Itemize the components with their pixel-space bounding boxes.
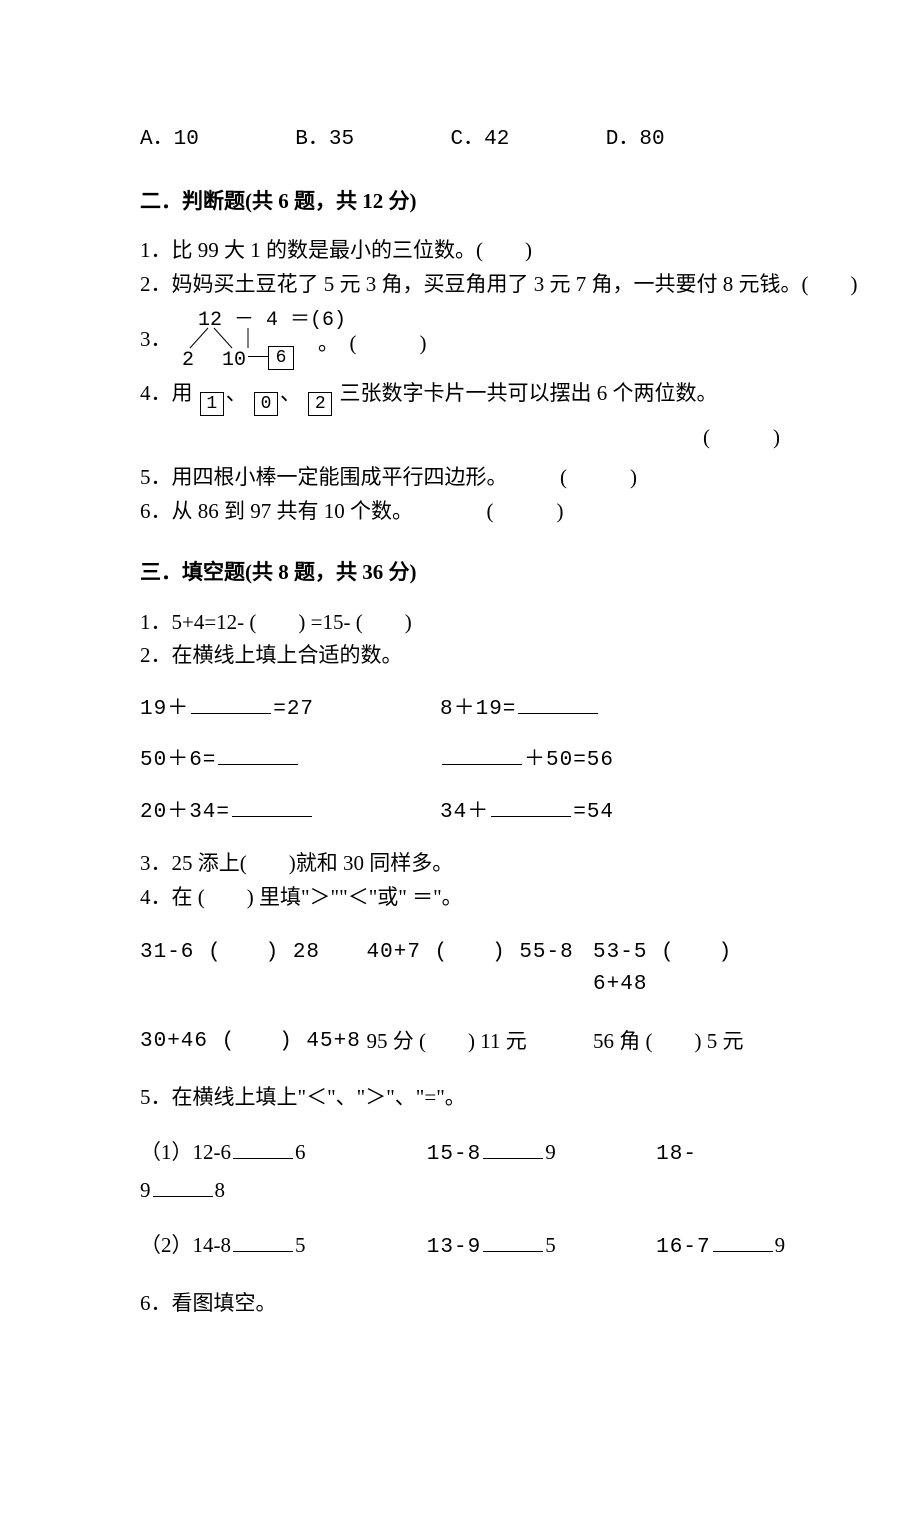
s3-q5-row1-wrap: 98: [140, 1175, 790, 1207]
q3-branch-10: 10: [222, 346, 246, 376]
option-c: C．42: [451, 124, 601, 156]
q2-r3b-pre: 34＋: [440, 801, 489, 824]
s3-q2-row3: 20＋34= 34＋ =54: [140, 795, 790, 829]
q2-r1b-pre: 8＋19=: [440, 698, 516, 721]
s2-q4-prefix: 4．用: [140, 381, 193, 405]
s3-q3: 3．25 添上( )就和 30 同样多。: [140, 848, 790, 880]
section-3-title: 三．填空题(共 8 题，共 36 分): [140, 557, 790, 589]
digit-card-0: 0: [254, 392, 278, 416]
q3-branch-2: 2: [182, 346, 194, 376]
q2-r3b-tail: =54: [573, 801, 614, 824]
q2-r1a-tail: =27: [273, 698, 314, 721]
q4-r2c1: 30+46 ( ) 45+8: [140, 1026, 367, 1058]
q5-r2c3-post: 9: [775, 1233, 786, 1257]
q2-r1a-pre: 19＋: [140, 698, 189, 721]
s2-q4: 4．用 1、 0、 2 三张数字卡片一共可以摆出 6 个两位数。 ( ): [140, 372, 790, 458]
digit-card-2: 2: [308, 392, 332, 416]
q5-r1c3-wrap-pre: 9: [140, 1178, 151, 1202]
section-2-title: 二．判断题(共 6 题，共 12 分): [140, 186, 790, 218]
s3-q5-row2: （2）14-8 5 13-9 5 16-7 9: [140, 1230, 790, 1264]
q3-link-line: [248, 356, 268, 357]
q5-r1c3-pre: 18-: [656, 1143, 697, 1166]
q4-r2c3: 56 角 ( ) 5 元: [593, 1026, 790, 1058]
blank-line: [218, 743, 298, 765]
q5-r2c2-pre: 13-9: [427, 1236, 481, 1259]
q5-r1c2-post: 9: [545, 1140, 556, 1164]
q5-r2c1-post: 5: [295, 1233, 306, 1257]
q2-r2a-pre: 50＋6=: [140, 749, 216, 772]
s2-q3: 3． 12 － 4 ＝(6) 2 10 6 。 ( ): [140, 302, 790, 368]
blank-line: [232, 795, 312, 817]
s3-q1: 1．5+4=12- ( ) =15- ( ): [140, 607, 790, 639]
blank-line: [713, 1230, 773, 1252]
s3-q2-row2: 50＋6= ＋50=56: [140, 743, 790, 777]
s3-q6: 6．看图填空。: [140, 1288, 790, 1320]
q4-r1c1: 31-6 ( ) 28: [140, 937, 367, 1000]
q2-r3a-pre: 20＋34=: [140, 801, 230, 824]
blank-line: [483, 1137, 543, 1159]
mc-options-row: A．10 B．35 C．42 D．80: [140, 122, 790, 156]
q5-r2c3-pre: 16-7: [656, 1236, 710, 1259]
blank-line: [233, 1137, 293, 1159]
s3-q2-row1: 19＋ =27 8＋19=: [140, 692, 790, 726]
q5-r1c2-pre: 15-8: [427, 1143, 481, 1166]
blank-line: [233, 1230, 293, 1252]
digit-card-1: 1: [200, 392, 224, 416]
s3-q4-intro: 4．在 ( ) 里填"＞""＜"或" ＝"。: [140, 882, 790, 914]
option-a: A．10: [140, 124, 290, 156]
blank-line: [491, 795, 571, 817]
q4-r1c2: 40+7 ( ) 55-8: [367, 937, 594, 1000]
q5-r2c1-pre: （2）14-8: [140, 1233, 231, 1257]
page-root: A．10 B．35 C．42 D．80 二．判断题(共 6 题，共 12 分) …: [0, 0, 920, 1521]
option-d: D．80: [606, 124, 756, 156]
s3-q2-intro: 2．在横线上填上合适的数。: [140, 640, 790, 672]
s3-q5-row1: （1）12-6 6 15-8 9 18-: [140, 1137, 790, 1171]
blank-line: [191, 692, 271, 714]
q4-r2c2: 95 分 ( ) 11 元: [367, 1026, 594, 1058]
s2-q2: 2．妈妈买土豆花了 5 元 3 角，买豆角用了 3 元 7 角，一共要付 8 元…: [140, 269, 790, 301]
s2-q3-prefix: 3．: [140, 324, 172, 356]
q5-r1c1-post: 6: [295, 1140, 306, 1164]
blank-line: [442, 743, 522, 765]
q5-r1c1-pre: （1）12-6: [140, 1140, 231, 1164]
q3-tail: 。 ( ): [318, 328, 427, 360]
s2-q6: 6．从 86 到 97 共有 10 个数。 ( ): [140, 496, 790, 528]
s2-q4-blank: ( ): [703, 416, 780, 458]
s2-q4-suffix: 三张数字卡片一共可以摆出 6 个两位数。: [340, 381, 718, 405]
q4-r1c3: 53-5 ( ) 6+48: [593, 937, 790, 1000]
q5-r2c2-post: 5: [545, 1233, 556, 1257]
s2-q1: 1．比 99 大 1 的数是最小的三位数。( ): [140, 235, 790, 267]
s3-q4-row1: 31-6 ( ) 28 40+7 ( ) 55-8 53-5 ( ) 6+48: [140, 937, 790, 1000]
s3-q5-intro: 5．在横线上填上"＜"、"＞"、"="。: [140, 1082, 790, 1114]
q2-r2b-tail: ＋50=56: [524, 749, 614, 772]
s2-q5: 5．用四根小棒一定能围成平行四边形。 ( ): [140, 462, 790, 494]
blank-line: [518, 692, 598, 714]
s3-q4-row2: 30+46 ( ) 45+8 95 分 ( ) 11 元 56 角 ( ) 5 …: [140, 1026, 790, 1058]
blank-line: [483, 1230, 543, 1252]
q3-box-6: 6: [268, 346, 294, 370]
option-b: B．35: [295, 124, 445, 156]
blank-line: [153, 1175, 213, 1197]
q5-r1c3-wrap-post: 8: [215, 1178, 226, 1202]
